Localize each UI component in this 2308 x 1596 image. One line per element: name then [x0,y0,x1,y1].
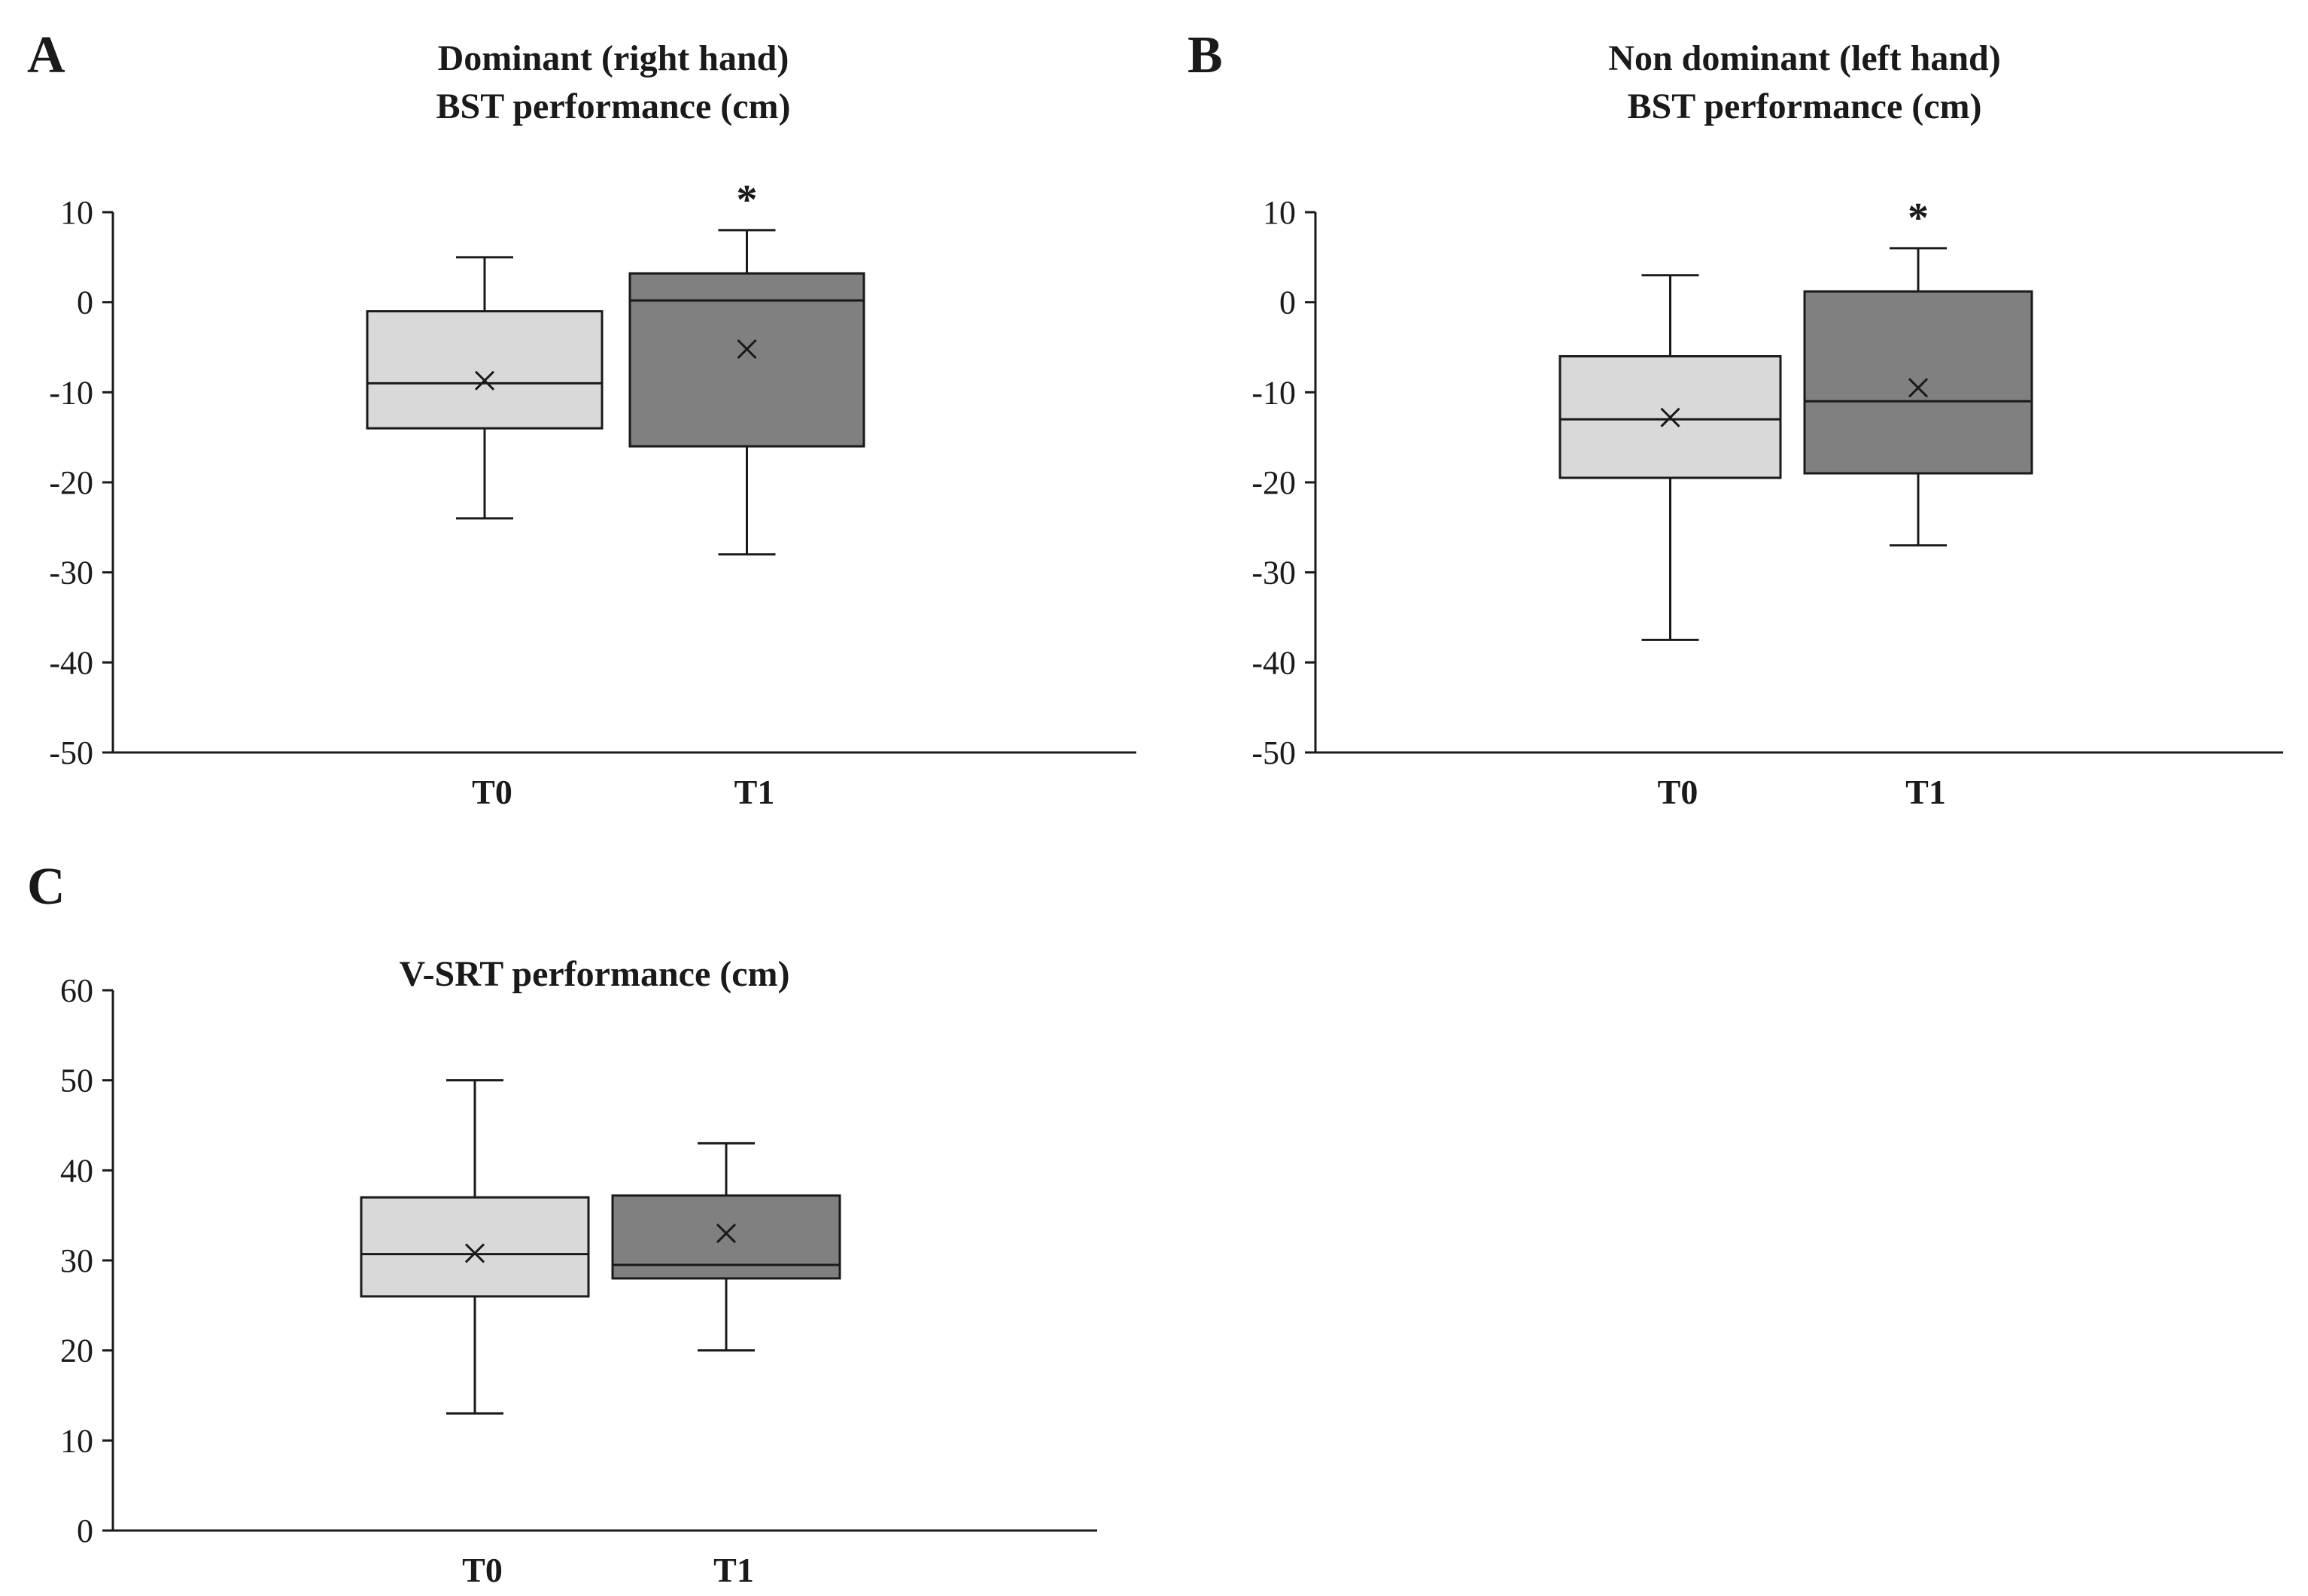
panel-a-ytick-label: -10 [49,374,93,411]
panel-c-ytick-label: 60 [60,972,93,1009]
panel-a-plot: 10 0 -10 -20 -30 -40 -50 T0 * T1 [49,177,1136,811]
panel-c-ytick-label: 30 [60,1242,93,1279]
panel-b-ytick-label: -40 [1251,644,1296,681]
panel-b-letter: B [1187,26,1223,84]
panel-c-ytick-label: 0 [77,1512,93,1549]
panel-c-box-t0-mean-marker [464,1243,485,1263]
panel-a-ytick-label: -40 [49,644,93,681]
panel-a-ytick-label: -20 [49,464,93,501]
panel-a-box-t1-body [628,272,865,448]
panel-c-box-t0-body [360,1196,590,1298]
panel-b-title-line-2: BST performance (cm) [1628,87,1982,126]
panel-b-ytick-label: 0 [1279,284,1296,321]
panel-c-ytick-label: 50 [60,1062,93,1099]
panel-c-ytick-label: 40 [60,1152,93,1189]
panel-a-box-t1-mean-marker [737,339,757,359]
panel-b-box-t1-body [1803,290,2033,475]
panel-b-box-t1-xtick-label: T1 [1905,773,1946,811]
panel-c-box-t0-xtick-label: T0 [462,1551,503,1589]
panel-a-title-line-1: Dominant (right hand) [438,38,789,78]
panel-c-ytick-label: 20 [60,1333,93,1370]
panel-a-ytick-label: -50 [49,734,93,771]
panel-b-box-t0-xtick-label: T0 [1658,773,1698,811]
panel-b-ytick-label: -30 [1251,555,1296,591]
panel-c: C V-SRT performance (cm) 60 50 40 30 20 10 0 T0… [27,858,1097,1589]
panel-a-title-line-2: BST performance (cm) [436,87,791,126]
panel-a-box-t0-body [366,310,604,430]
panel-b-box-t1-significance: * [1908,195,1929,242]
panel-a-ytick-label: 10 [60,194,93,231]
panel-b-ytick-label: -20 [1251,464,1296,501]
panel-a-box-t0-mean-marker [474,370,495,391]
panel-b: B Non dominant (left hand) BST performan… [1187,26,2283,811]
panel-a-ytick-label: 0 [77,284,93,321]
panel-b-ytick-label: 10 [1263,194,1296,231]
panel-c-box-t1-mean-marker [716,1224,737,1244]
panel-c-title: V-SRT performance (cm) [399,954,789,994]
panel-a-box-t0-xtick-label: T0 [472,773,512,811]
panel-a-box-t1-xtick-label: T1 [734,773,775,811]
panel-b-plot: 10 0 -10 -20 -30 -40 -50 T0 * T1 [1251,194,2283,811]
panel-a-box-t1-significance: * [737,177,758,223]
panel-a-letter: A [27,26,65,84]
panel-b-ytick-label: -10 [1251,374,1296,411]
panel-a-ytick-label: -30 [49,555,93,591]
panel-a: A Dominant (right hand) BST performance … [27,26,1136,811]
panel-b-box-t1-mean-marker [1908,378,1929,398]
panel-b-title-line-1: Non dominant (left hand) [1608,38,2000,78]
panel-b-box-t0-mean-marker [1660,407,1680,427]
panel-b-ytick-label: -50 [1251,734,1296,771]
panel-c-box-t1-xtick-label: T1 [713,1551,754,1589]
panel-c-ytick-label: 10 [60,1422,93,1459]
panel-c-letter: C [27,858,65,916]
panel-c-plot: 60 50 40 30 20 10 0 T0 T1 [60,972,1097,1589]
